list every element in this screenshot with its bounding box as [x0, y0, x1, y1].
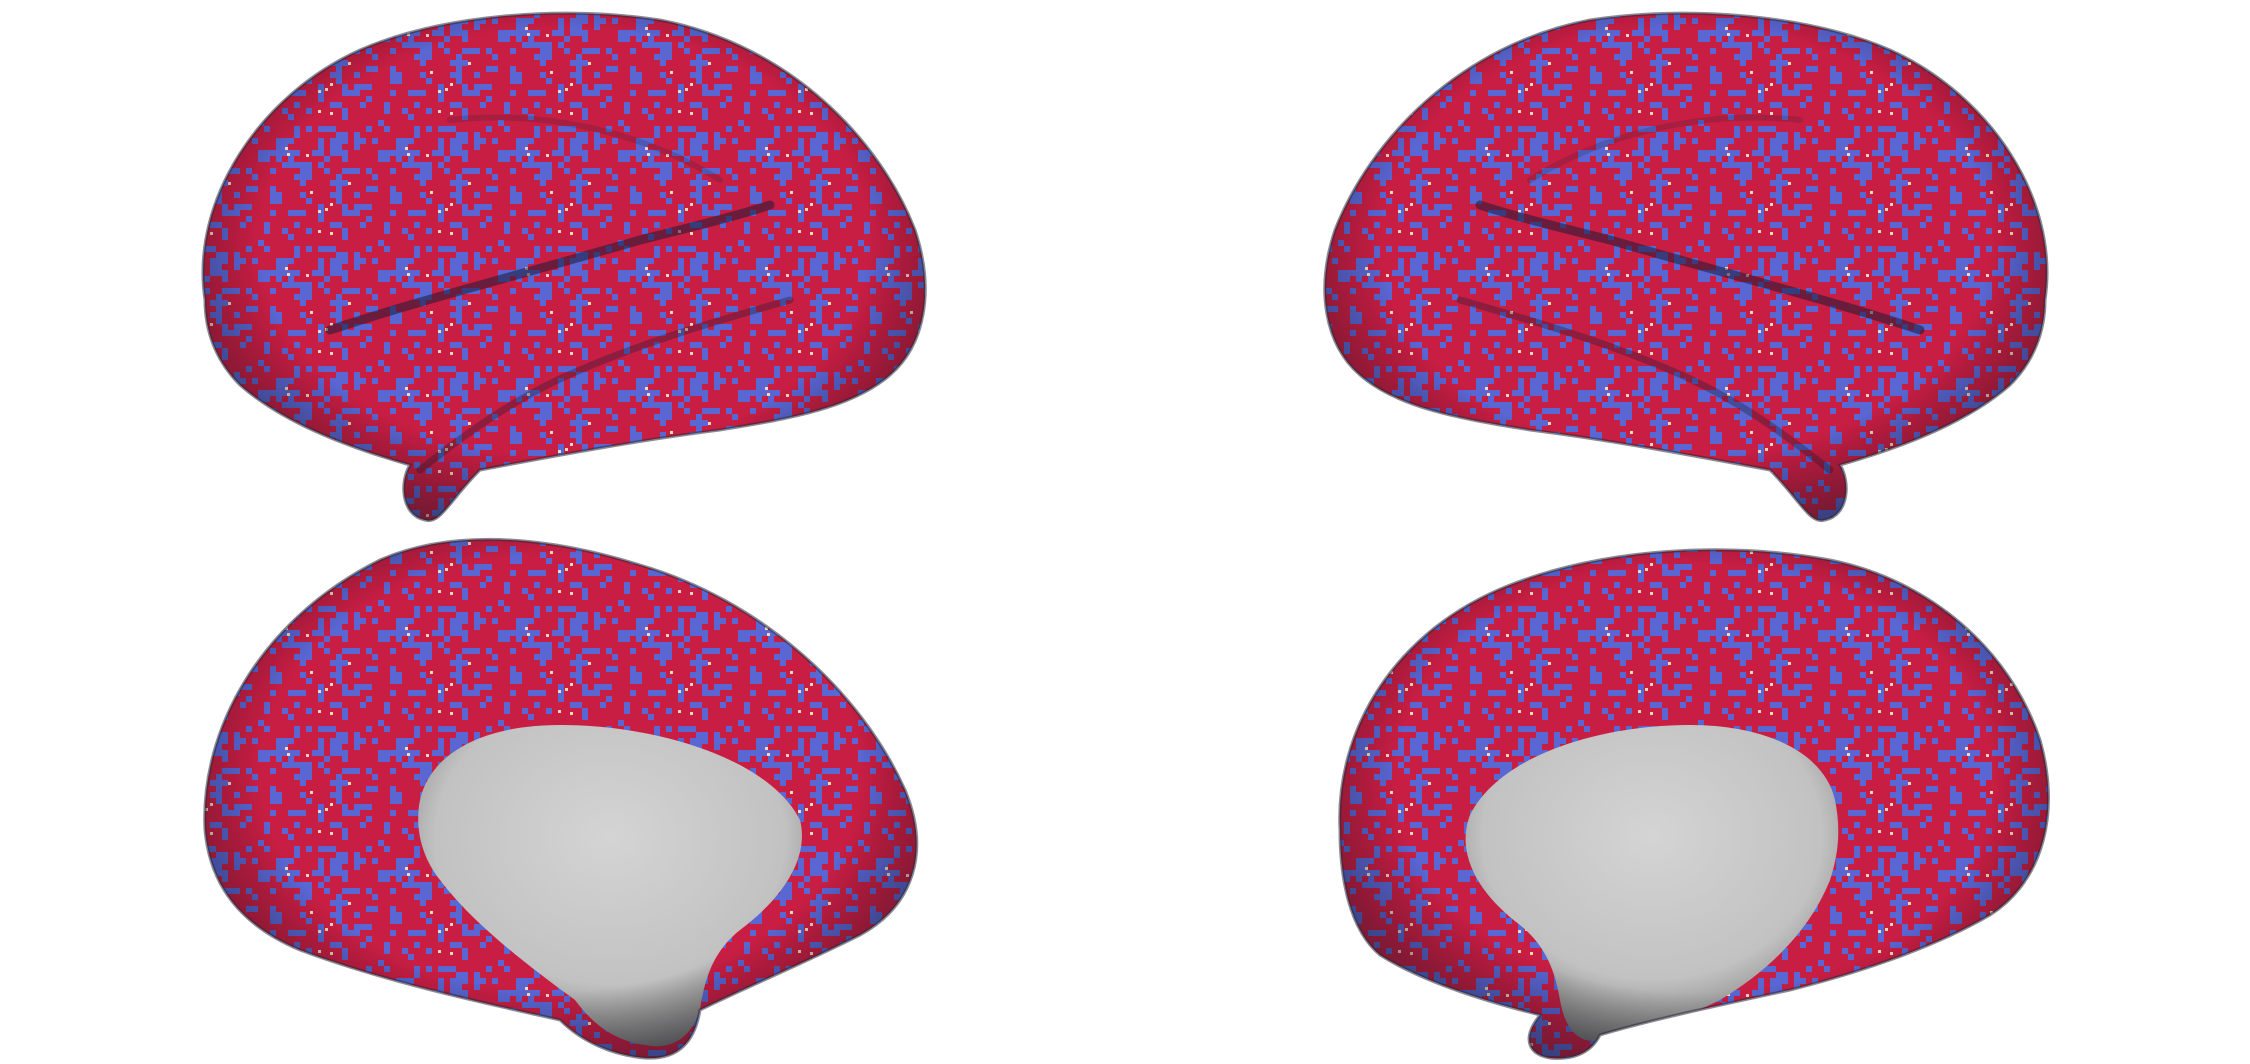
right-hemisphere-medial — [1338, 548, 2050, 1060]
